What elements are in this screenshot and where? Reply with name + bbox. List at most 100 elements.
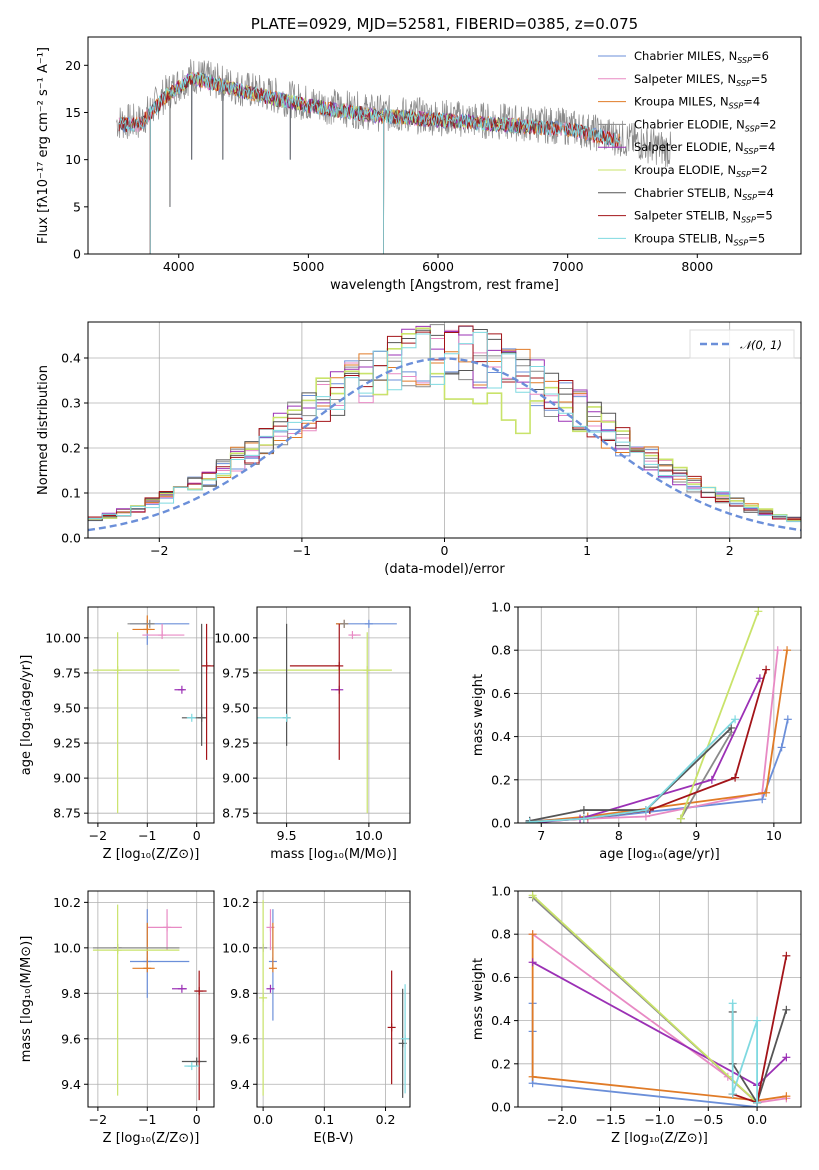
spectrum-title: PLATE=0929, MJD=52581, FIBERID=0385, z=0… (251, 15, 638, 33)
mass_vs_Z-ytick-label: 10.2 (53, 895, 81, 910)
errorbar-point-chabrier-stelib (181, 1057, 207, 1066)
spectrum-plot (116, 59, 672, 254)
spectrum-xtick-label: 7000 (552, 259, 584, 274)
weight-series-chabrier-miles (525, 715, 792, 823)
weight_vs_Z-xtick-label: −0.5 (693, 1112, 723, 1127)
errorbar-point-chabrier-elodie (340, 619, 349, 628)
weight_vs_age-ytick-label: 0.0 (491, 816, 511, 831)
age_vs_Z-xtick-label: −1 (138, 828, 156, 843)
age_vs_mass-plot (257, 619, 397, 814)
legend-entry: Chabrier STELIB, NSSP=4 (634, 186, 774, 202)
model-spectrum-salpeter-stelib (118, 71, 621, 254)
legend-entry: Kroupa STELIB, NSSP=5 (634, 231, 765, 247)
spectrum-border (87, 36, 802, 255)
series-line (529, 727, 732, 822)
legend-entry: Salpeter ELODIE, NSSP=4 (634, 140, 775, 156)
legend-entry: Chabrier ELODIE, NSSP=2 (634, 117, 776, 133)
age_vs_Z-xtick-label: −2 (89, 828, 107, 843)
age_vs_Z-xtick-label: 0 (193, 828, 201, 843)
residuals-ytick-label: 0.0 (61, 531, 81, 546)
age_vs_Z-plot (92, 615, 214, 814)
residuals-legend: 𝒩(0, 1) (689, 329, 795, 359)
residuals-ytick-label: 0.3 (61, 396, 81, 411)
residual-hist-kroupa-elodie (88, 327, 801, 521)
weight_vs_age-frame: 7 8 9 10 0.0 0.2 0.4 0.6 0.8 1.0 age [log₁₀(age/yr… (471, 600, 802, 862)
legend-label: Chabrier MILES, N (634, 49, 737, 63)
legend-entry: Kroupa ELODIE, NSSP=2 (634, 163, 768, 179)
spectrum-xtick-label: 8000 (681, 259, 713, 274)
weight_vs_age-plot (525, 607, 792, 823)
weight_vs_age-ytick-label: 1.0 (491, 600, 511, 615)
legend-tail: =2 (760, 117, 777, 131)
age_vs_mass-ytick-label: 9.50 (222, 700, 250, 715)
legend-tail: =4 (757, 186, 774, 200)
weight_vs_Z-ytick-label: 0.2 (491, 1056, 511, 1071)
weight_vs_Z-ylabel: mass weight (471, 958, 486, 1040)
spectrum-frame: 4000 5000 6000 7000 8000 0 5 10 15 20 wavelength [… (36, 15, 802, 293)
errorbar-point-kroupa-miles (132, 922, 155, 973)
observed-spectrum-line (116, 59, 672, 168)
weight_vs_Z-ytick-label: 0.4 (491, 1013, 511, 1028)
weight-series-kroupa-stelib (525, 715, 740, 823)
mass_vs_Z-plot (92, 904, 207, 1101)
errorbar-point-salpeter-stelib (289, 623, 344, 760)
legend-entry: Salpeter STELIB, NSSP=5 (634, 209, 773, 225)
series-line (731, 1003, 758, 1103)
legend-label: Kroupa STELIB, N (634, 231, 734, 245)
weight-series-chabrier-stelib (525, 723, 736, 823)
errorbar-point-salpeter-elodie (174, 685, 186, 694)
mass_vs_EBV-xlabel: E(B-V) (313, 1131, 353, 1146)
errorbar-point-kroupa-stelib (401, 984, 410, 1094)
legend-entry: Salpeter MILES, NSSP=5 (634, 72, 768, 88)
series-line (529, 650, 788, 823)
mass_vs_Z-xlabel: Z [log₁₀(Z/Z⊙)] (103, 1131, 200, 1146)
gaussian-reference-line (88, 357, 801, 532)
residuals-frame: −2 −1 0 1 2 0.0 0.1 0.2 0.3 0.4 (data-model)/error… (36, 321, 802, 577)
errorbar-point-salpeter-miles (147, 909, 182, 951)
legend-tail: =5 (751, 72, 768, 86)
series-line (679, 611, 760, 819)
legend-label: Salpeter STELIB, N (634, 209, 741, 223)
mass_vs_EBV-plot (259, 900, 410, 1098)
errorbar-point-salpeter-stelib (201, 623, 214, 760)
model-spectrum-kroupa-miles (118, 71, 621, 254)
legend-sub: SSP (742, 193, 757, 202)
age_vs_Z-xlabel: Z [log₁₀(Z/Z⊙)] (103, 847, 200, 862)
errorbar-point-kroupa-elodie (259, 900, 268, 1096)
legend-sub: SSP (744, 147, 759, 156)
spectrum-xtick-label: 5000 (292, 259, 324, 274)
residuals-xtick-label: −1 (293, 543, 311, 558)
series-line (732, 955, 788, 1104)
age_vs_mass-ytick-label: 9.75 (222, 665, 250, 680)
mass_vs_Z-ytick-label: 9.6 (61, 1031, 81, 1046)
series-line (531, 934, 787, 1102)
weight_vs_Z-ytick-label: 0.0 (491, 1100, 511, 1115)
age_vs_mass-xtick-label: 9.5 (277, 828, 297, 843)
age_vs_mass-frame: 9.5 10.0 8.75 9.00 9.25 9.50 9.75 10.00 mass [lo… (214, 606, 411, 862)
age_vs_Z-ytick-label: 8.75 (53, 806, 81, 821)
mass_vs_Z-ytick-label: 9.8 (61, 986, 81, 1001)
age_vs_Z-ytick-label: 10.00 (45, 630, 81, 645)
mass_vs_Z-xtick-label: −2 (89, 1112, 107, 1127)
weight_vs_Z-xtick-label: 0.0 (747, 1112, 767, 1127)
series-line (531, 1003, 758, 1107)
mass_vs_Z-ytick-label: 10.0 (53, 940, 81, 955)
legend-tail: =4 (743, 95, 760, 109)
weight-series-kroupa-elodie (676, 607, 763, 823)
model-spectrum-salpeter-miles (118, 71, 621, 254)
legend-tail: =2 (751, 163, 768, 177)
age_vs_mass-border (256, 606, 411, 824)
residual-hist-salpeter-stelib (88, 325, 801, 520)
age_vs_Z-axes (88, 607, 214, 823)
residuals-xtick-label: 0 (441, 543, 449, 558)
residuals-ytick-label: 0.4 (61, 351, 81, 366)
weight_vs_Z-xtick-label: −1.0 (644, 1112, 674, 1127)
errorbar-point-kroupa-miles (268, 922, 277, 973)
errorbar-point-salpeter-stelib (194, 970, 207, 1101)
errorbar-point-salpeter-miles (348, 631, 361, 640)
mass_vs_EBV-border (256, 890, 411, 1108)
errorbar-point-kroupa-elodie (92, 904, 180, 1096)
mass_vs_Z-ytick-label: 9.4 (61, 1077, 81, 1092)
legend-tail: =5 (756, 209, 773, 223)
